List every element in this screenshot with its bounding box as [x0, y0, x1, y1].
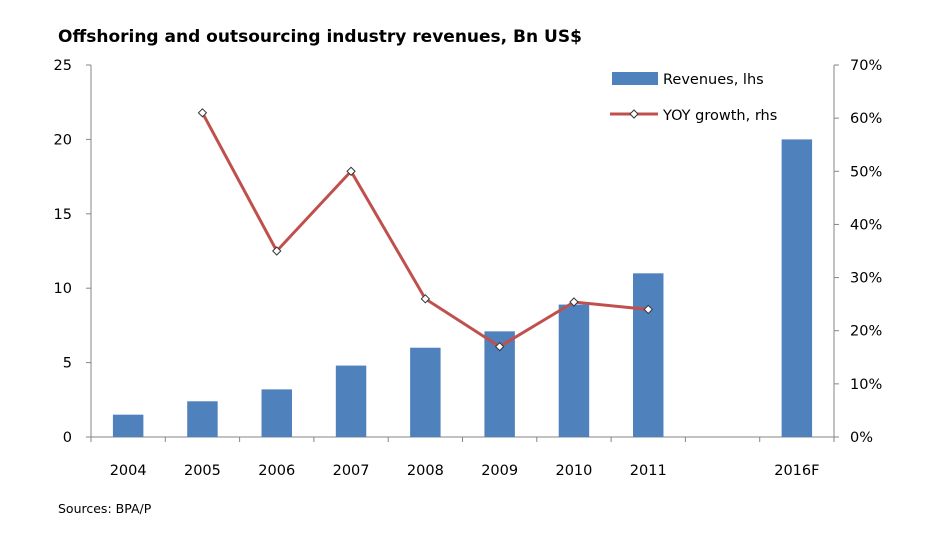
yoy-marker-2005 [197, 108, 208, 118]
right-axis-tick-label: 20% [850, 324, 882, 340]
left-axis-tick-label: 10 [54, 281, 72, 297]
x-axis: 2004 2005 2006 2007 2008 2009 2010 2011 2016F [90, 436, 835, 479]
legend-label-revenues: Revenues, lhs [663, 72, 764, 88]
x-axis-tick-label: 2008 [407, 463, 444, 479]
yoy-marker-2010 [569, 297, 579, 307]
left-axis-tick-label: 5 [63, 356, 72, 372]
right-axis-tick-label: 70% [850, 58, 882, 74]
yoy-marker-2008 [420, 294, 431, 304]
x-axis-tick-label: 2011 [630, 463, 667, 479]
line-series-yoy-growth [197, 108, 653, 352]
right-axis-tick-label: 0% [850, 430, 873, 446]
left-axis: 0 5 10 15 20 25 [54, 58, 92, 446]
yoy-marker-2006 [272, 246, 282, 256]
yoy-marker-2011 [643, 304, 653, 315]
left-axis-tick-label: 20 [54, 132, 72, 148]
bar-2007 [335, 365, 367, 437]
x-axis-tick-label: 2005 [184, 463, 221, 479]
bar-2004 [112, 414, 144, 437]
bar-2005 [187, 401, 218, 437]
left-axis-tick-label: 25 [54, 58, 72, 74]
source-note: Sources: BPA/P [58, 501, 152, 516]
yoy-marker-2009 [494, 341, 505, 352]
left-axis-tick-label: 15 [54, 207, 72, 223]
bar-2008 [410, 347, 441, 437]
legend: Revenues, lhs YOY growth, rhs [610, 72, 777, 124]
right-axis-tick-label: 50% [850, 164, 882, 180]
left-axis-tick-label: 0 [63, 430, 72, 446]
bar-series-revenues [112, 139, 813, 437]
x-axis-tick-label: 2007 [333, 463, 370, 479]
x-axis-tick-label: 2006 [258, 463, 295, 479]
right-axis-tick-label: 40% [850, 217, 882, 233]
legend-label-yoy: YOY growth, rhs [662, 108, 777, 124]
bar-2016F [781, 139, 813, 437]
x-axis-tick-label: 2010 [555, 463, 592, 479]
x-axis-tick-label: 2009 [481, 463, 518, 479]
bar-2010 [558, 304, 590, 437]
right-axis-tick-label: 60% [850, 111, 882, 127]
bar-2006 [261, 389, 292, 437]
right-axis-tick-label: 10% [850, 377, 882, 393]
chart-title: Offshoring and outsourcing industry reve… [58, 27, 582, 47]
bar-2011 [633, 273, 664, 437]
legend-swatch-revenues [612, 72, 658, 85]
x-axis-tick-label: 2016F [774, 463, 819, 479]
x-axis-tick-label: 2004 [110, 463, 147, 479]
legend-swatch-yoy-marker [629, 109, 639, 119]
yoy-marker-2007 [346, 166, 356, 176]
right-axis: 0% 10% 20% 30% 40% 50% 60% 70% [833, 58, 882, 446]
right-axis-tick-label: 30% [850, 271, 882, 287]
